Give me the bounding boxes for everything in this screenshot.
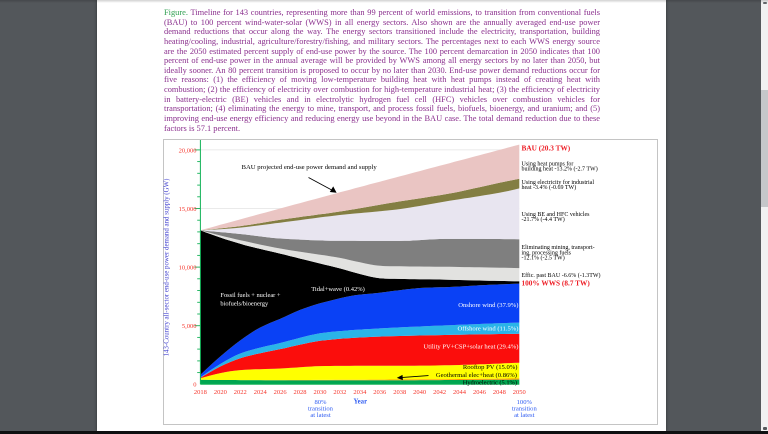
svg-text:143-Country all-sector end-use: 143-Country all-sector end-use power dem… [163,179,170,357]
svg-text:Utility PV+CSP+solar heat (29.: Utility PV+CSP+solar heat (29.4%) [424,343,519,350]
svg-text:80%: 80% [314,399,327,406]
svg-text:2048: 2048 [493,389,506,396]
svg-text:BAU (20.3 TW): BAU (20.3 TW) [522,144,571,153]
svg-text:at latest: at latest [310,412,330,419]
svg-text:2020: 2020 [214,389,227,396]
svg-text:Geothermal elec+heat (0.86%): Geothermal elec+heat (0.86%) [436,372,517,379]
svg-text:5,000: 5,000 [182,323,197,330]
svg-text:0: 0 [193,382,196,389]
svg-text:2038: 2038 [393,389,406,396]
svg-text:2046: 2046 [473,389,487,396]
svg-text:100% WWS (8.7 TW): 100% WWS (8.7 TW) [522,279,591,288]
svg-text:20,000: 20,000 [179,147,197,154]
svg-text:Using electricity for industri: Using electricity for industrial [522,179,595,186]
svg-text:2040: 2040 [413,389,426,396]
svg-text:Using heat pumps for: Using heat pumps for [522,160,574,167]
svg-text:Fossil fuels + nuclear +: Fossil fuels + nuclear + [220,292,280,299]
svg-text:2028: 2028 [294,389,307,396]
svg-text:Hydroelectric (5.1%): Hydroelectric (5.1%) [463,380,517,387]
svg-text:2024: 2024 [254,389,268,396]
svg-text:Offshore wind (11.5%): Offshore wind (11.5%) [458,325,519,332]
svg-text:2022: 2022 [234,389,247,396]
svg-text:2018: 2018 [194,389,207,396]
svg-text:Tidal+wave (0.42%): Tidal+wave (0.42%) [311,286,365,293]
svg-text:-12.1% (-2.5 TW): -12.1% (-2.5 TW) [522,255,565,262]
svg-text:building heat -13.2% (-2.7 TW): building heat -13.2% (-2.7 TW) [522,166,598,173]
svg-text:15,000: 15,000 [179,206,197,213]
svg-text:ing, processing fuels: ing, processing fuels [522,249,572,256]
svg-text:-21.7% (-4.4 TW): -21.7% (-4.4 TW) [522,216,565,223]
svg-text:2030: 2030 [313,389,326,396]
svg-text:10,000: 10,000 [179,265,197,272]
svg-text:biofuels/bioenergy: biofuels/bioenergy [220,301,269,308]
svg-text:Year: Year [354,399,368,406]
svg-text:Effic. past BAU -6.6% (-1.3TW): Effic. past BAU -6.6% (-1.3TW) [522,272,601,279]
svg-text:BAU projected end-use power de: BAU projected end-use power demand and s… [242,164,378,171]
svg-text:Onshore wind (37.9%): Onshore wind (37.9%) [458,302,518,309]
svg-text:2044: 2044 [453,389,467,396]
svg-text:heat -3.4% (-0.69 TW): heat -3.4% (-0.69 TW) [522,184,577,191]
svg-text:at latest: at latest [514,412,534,419]
svg-text:transition: transition [512,405,538,412]
svg-text:Eliminating mining, transport-: Eliminating mining, transport- [522,245,595,251]
svg-text:transition: transition [308,405,334,412]
svg-text:2036: 2036 [373,389,387,396]
svg-text:100%: 100% [517,399,533,406]
svg-text:2050: 2050 [513,389,526,396]
svg-text:Using BE and HFC vehicles: Using BE and HFC vehicles [522,212,591,218]
svg-text:2042: 2042 [433,389,446,396]
svg-text:2032: 2032 [333,389,346,396]
svg-text:Rooftop PV (15.0%): Rooftop PV (15.0%) [463,364,518,371]
svg-text:2026: 2026 [274,389,288,396]
svg-text:2034: 2034 [353,389,367,396]
